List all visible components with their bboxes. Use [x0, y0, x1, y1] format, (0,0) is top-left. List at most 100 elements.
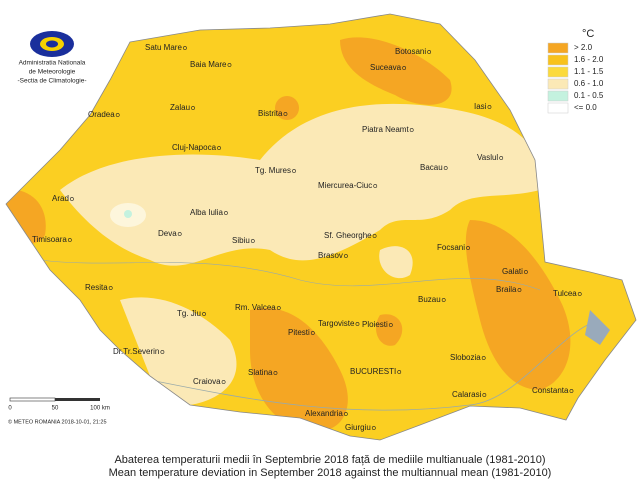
city-label: Iasi	[474, 102, 487, 111]
legend-label: 0.1 - 0.5	[574, 91, 604, 100]
city-label: Galati	[502, 267, 523, 276]
zone-light	[379, 246, 413, 279]
city-label: Arad	[52, 194, 69, 203]
legend-label: > 2.0	[574, 43, 593, 52]
scale-label: 50	[52, 406, 59, 412]
city-dot	[388, 323, 393, 327]
city-label: Focsani	[437, 243, 465, 252]
city-label: Resita	[85, 283, 108, 292]
city-dot	[202, 312, 206, 316]
city-label: Botosani	[395, 47, 426, 56]
zone-cool	[124, 210, 132, 218]
city-dot	[371, 426, 376, 430]
city-dot	[310, 331, 315, 335]
city-label: Baia Mare	[190, 60, 227, 69]
city-label: Satu Mare	[145, 43, 182, 52]
zone-light	[120, 297, 237, 405]
city-dot	[273, 371, 278, 375]
city-dot	[70, 197, 74, 201]
city-label: Tg. Mures	[255, 166, 291, 175]
zone-hot	[375, 314, 403, 346]
copyright: © METEO ROMANIA 2018-10-01, 21:25	[8, 418, 107, 425]
city-dot	[250, 239, 255, 243]
city-dot	[517, 288, 522, 292]
zone-hot	[275, 96, 299, 120]
city-dot	[177, 232, 182, 236]
city-label: Dr.Tr.Severin	[113, 347, 159, 356]
city-dot	[373, 184, 378, 188]
city-dot	[443, 166, 448, 170]
scale-bar: 0 50 100 km	[8, 397, 110, 412]
city-dot	[224, 211, 228, 215]
city-dot	[427, 50, 432, 54]
city-label: Slobozia	[450, 353, 481, 362]
logo-text: -Sectia de Climatologie-	[17, 78, 86, 85]
scale-label: 100 km	[90, 406, 110, 412]
city-label: Alba Iulia	[190, 208, 223, 217]
city-dot	[577, 292, 582, 296]
city-label: Sibiu	[232, 236, 250, 245]
city-dot	[487, 105, 492, 109]
city-dot	[292, 169, 296, 173]
city-dot	[115, 113, 120, 117]
scale-segment	[55, 398, 100, 401]
legend-swatch	[547, 54, 569, 66]
logo-text: de Meteorologie	[29, 69, 76, 76]
city-dot	[402, 66, 407, 70]
city-label: Ploiesti	[362, 320, 388, 329]
caption-ro: Abaterea temperaturii medii în Septembri…	[114, 454, 545, 466]
city-dot	[344, 254, 348, 258]
city-label: Oradea	[88, 110, 115, 119]
city-label: Miercurea-Ciuc	[318, 181, 372, 190]
city-dot	[191, 106, 195, 110]
city-dot	[108, 286, 113, 290]
city-label: Zalau	[170, 103, 190, 112]
city-label: Pitesti	[288, 328, 310, 337]
legend-title: °C	[582, 28, 594, 40]
city-label: Bistrita	[258, 109, 283, 118]
city-label: Bacau	[420, 163, 443, 172]
city-dot	[372, 234, 377, 238]
city-dot	[524, 270, 528, 274]
city-dot	[160, 350, 165, 354]
city-dot	[221, 380, 226, 384]
legend-label: 1.1 - 1.5	[574, 67, 604, 76]
zone-hot	[340, 37, 452, 105]
city-label: Suceava	[370, 63, 402, 72]
legend-swatch	[547, 102, 569, 114]
city-label: Targoviste	[318, 319, 355, 328]
legend-swatch	[547, 78, 569, 90]
logo-mark	[46, 40, 58, 48]
city-label: Rm. Valcea	[235, 303, 276, 312]
city-dot	[569, 389, 574, 393]
zone-hot	[250, 308, 348, 432]
scale-label: 0	[8, 406, 12, 412]
city-dot	[67, 238, 72, 242]
logo-text: Administratia Nationala	[19, 60, 86, 67]
zone-hot	[465, 220, 571, 390]
city-dot	[355, 322, 360, 326]
cities: Satu Mare Baia Mare Botosani Suceava Zalau Or…	[32, 43, 582, 432]
city-label: Brasov	[318, 251, 343, 260]
scale-segment	[9, 397, 56, 402]
city-label: Piatra Neamt	[362, 125, 409, 134]
river	[39, 259, 541, 291]
city-label: Tg. Jiu	[177, 309, 201, 318]
city-label: Alexandria	[305, 409, 343, 418]
city-dot	[481, 356, 486, 360]
city-label: Calarasi	[452, 390, 482, 399]
river	[149, 319, 601, 411]
city-label: Craiova	[193, 377, 221, 386]
city-dot	[499, 156, 504, 160]
logo: Administratia Nationala de Meteorologie …	[17, 31, 87, 85]
city-label: Slatina	[248, 368, 273, 377]
city-label: Timisoara	[32, 235, 67, 244]
city-dot	[343, 412, 348, 416]
caption-en: Mean temperature deviation in September …	[109, 467, 552, 479]
city-label: Buzau	[418, 295, 441, 304]
city-dot	[283, 112, 288, 116]
legend: °C > 2.0 1.6 - 2.0 1.1 - 1.5 0.6 - 1.0 0.1 -…	[547, 28, 604, 114]
city-label: BUCURESTI	[350, 367, 396, 376]
legend-label: 1.6 - 2.0	[574, 55, 604, 64]
